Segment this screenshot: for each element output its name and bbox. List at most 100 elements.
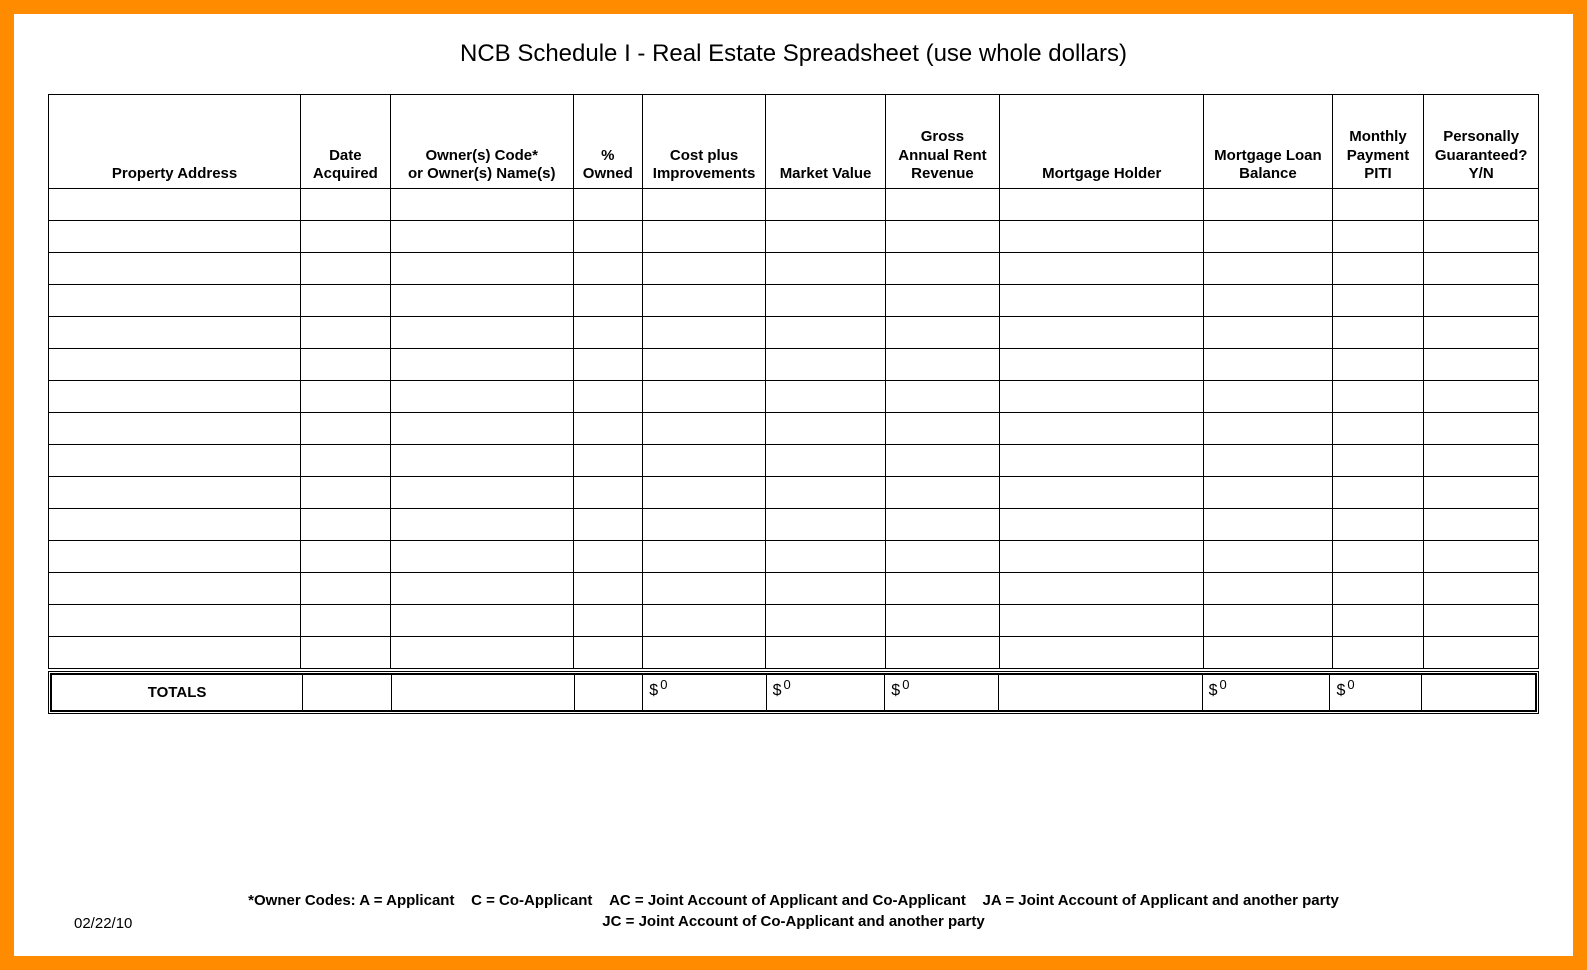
table-cell[interactable] [1424, 189, 1539, 221]
table-cell[interactable] [1424, 605, 1539, 637]
table-cell[interactable] [1332, 541, 1424, 573]
table-cell[interactable] [49, 317, 301, 349]
table-cell[interactable] [49, 637, 301, 669]
table-cell[interactable] [1204, 573, 1332, 605]
table-cell[interactable] [49, 573, 301, 605]
table-cell[interactable] [301, 509, 390, 541]
table-cell[interactable] [573, 317, 642, 349]
table-cell[interactable] [49, 445, 301, 477]
table-cell[interactable] [1000, 285, 1204, 317]
table-cell[interactable] [1000, 573, 1204, 605]
table-cell[interactable] [1000, 381, 1204, 413]
table-cell[interactable] [1204, 445, 1332, 477]
table-cell[interactable] [1204, 189, 1332, 221]
table-cell[interactable] [1424, 349, 1539, 381]
table-cell[interactable] [390, 381, 573, 413]
table-cell[interactable] [301, 605, 390, 637]
table-cell[interactable] [49, 541, 301, 573]
table-cell[interactable] [1204, 317, 1332, 349]
table-cell[interactable] [642, 189, 766, 221]
table-cell[interactable] [642, 509, 766, 541]
table-cell[interactable] [766, 285, 885, 317]
table-cell[interactable] [1000, 317, 1204, 349]
table-cell[interactable] [390, 189, 573, 221]
table-cell[interactable] [766, 253, 885, 285]
table-cell[interactable] [642, 541, 766, 573]
table-cell[interactable] [1204, 605, 1332, 637]
table-cell[interactable] [766, 573, 885, 605]
table-cell[interactable] [1204, 221, 1332, 253]
table-cell[interactable] [573, 573, 642, 605]
table-cell[interactable] [1424, 445, 1539, 477]
table-cell[interactable] [301, 221, 390, 253]
table-cell[interactable] [642, 349, 766, 381]
table-cell[interactable] [766, 637, 885, 669]
table-cell[interactable] [885, 605, 1000, 637]
table-cell[interactable] [1204, 477, 1332, 509]
table-cell[interactable] [49, 285, 301, 317]
table-cell[interactable] [1424, 381, 1539, 413]
table-cell[interactable] [1332, 349, 1424, 381]
table-cell[interactable] [1332, 413, 1424, 445]
table-cell[interactable] [573, 349, 642, 381]
table-cell[interactable] [573, 285, 642, 317]
table-cell[interactable] [766, 541, 885, 573]
table-cell[interactable] [642, 445, 766, 477]
table-cell[interactable] [390, 509, 573, 541]
table-cell[interactable] [1332, 477, 1424, 509]
table-cell[interactable] [1000, 541, 1204, 573]
table-cell[interactable] [885, 445, 1000, 477]
table-cell[interactable] [390, 221, 573, 253]
table-cell[interactable] [885, 477, 1000, 509]
table-cell[interactable] [301, 253, 390, 285]
table-cell[interactable] [642, 317, 766, 349]
table-cell[interactable] [1424, 317, 1539, 349]
table-cell[interactable] [573, 541, 642, 573]
table-cell[interactable] [573, 221, 642, 253]
table-cell[interactable] [1424, 413, 1539, 445]
table-cell[interactable] [390, 541, 573, 573]
table-cell[interactable] [642, 637, 766, 669]
table-cell[interactable] [642, 253, 766, 285]
table-cell[interactable] [573, 445, 642, 477]
table-cell[interactable] [573, 477, 642, 509]
table-cell[interactable] [1424, 637, 1539, 669]
table-cell[interactable] [573, 381, 642, 413]
table-cell[interactable] [1000, 605, 1204, 637]
table-cell[interactable] [1204, 285, 1332, 317]
table-cell[interactable] [885, 541, 1000, 573]
table-cell[interactable] [573, 637, 642, 669]
table-cell[interactable] [301, 573, 390, 605]
table-cell[interactable] [1204, 637, 1332, 669]
table-cell[interactable] [1424, 541, 1539, 573]
table-cell[interactable] [885, 285, 1000, 317]
table-cell[interactable] [1204, 541, 1332, 573]
table-cell[interactable] [390, 445, 573, 477]
table-cell[interactable] [766, 477, 885, 509]
table-cell[interactable] [49, 349, 301, 381]
table-cell[interactable] [766, 317, 885, 349]
table-cell[interactable] [301, 189, 390, 221]
table-cell[interactable] [1332, 637, 1424, 669]
table-cell[interactable] [390, 605, 573, 637]
table-cell[interactable] [1204, 413, 1332, 445]
table-cell[interactable] [49, 253, 301, 285]
table-cell[interactable] [1000, 413, 1204, 445]
table-cell[interactable] [1332, 509, 1424, 541]
table-cell[interactable] [301, 317, 390, 349]
table-cell[interactable] [301, 637, 390, 669]
table-cell[interactable] [766, 445, 885, 477]
table-cell[interactable] [49, 413, 301, 445]
table-cell[interactable] [1332, 285, 1424, 317]
table-cell[interactable] [49, 605, 301, 637]
table-cell[interactable] [390, 317, 573, 349]
table-cell[interactable] [49, 189, 301, 221]
table-cell[interactable] [390, 477, 573, 509]
table-cell[interactable] [885, 349, 1000, 381]
table-cell[interactable] [1000, 445, 1204, 477]
table-cell[interactable] [885, 413, 1000, 445]
table-cell[interactable] [301, 413, 390, 445]
table-cell[interactable] [301, 381, 390, 413]
table-cell[interactable] [301, 285, 390, 317]
table-cell[interactable] [1424, 509, 1539, 541]
